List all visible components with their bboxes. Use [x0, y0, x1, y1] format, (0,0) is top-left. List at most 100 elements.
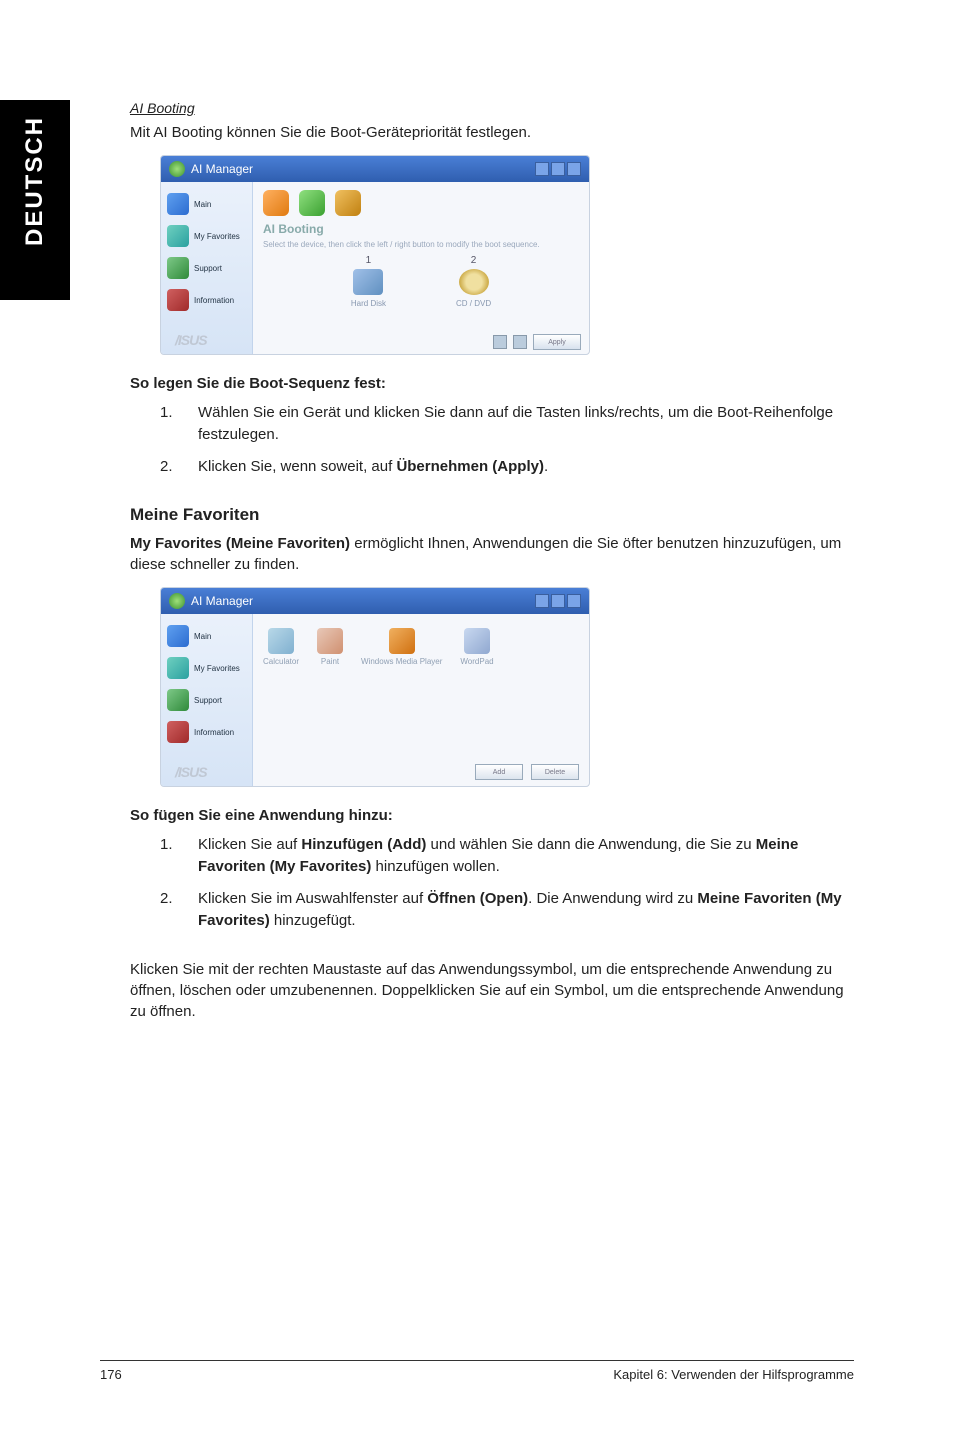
main-panel: AI Booting Select the device, then click…	[253, 182, 589, 354]
media-player-icon	[389, 628, 415, 654]
window-buttons	[535, 162, 581, 176]
app-wordpad[interactable]: WordPad	[460, 628, 493, 666]
favorites-icon	[167, 657, 189, 679]
add-button[interactable]: Add	[475, 764, 523, 780]
sidebar: Main My Favorites Support Information	[161, 182, 253, 354]
device-label-1: Hard Disk	[351, 299, 386, 308]
left-arrow-button[interactable]	[493, 335, 507, 349]
step-number: 1.	[160, 402, 176, 446]
sidebar-item-information[interactable]: Information	[161, 716, 252, 748]
sidebar-label-information: Information	[194, 296, 234, 305]
minimize-icon[interactable]	[535, 594, 549, 608]
delete-button[interactable]: Delete	[531, 764, 579, 780]
maximize-icon[interactable]	[551, 162, 565, 176]
apply-button[interactable]: Apply	[533, 334, 581, 350]
main-panel: Calculator Paint Windows Media Player Wo…	[253, 614, 589, 786]
app-label: Paint	[321, 657, 339, 666]
boot-sequence-heading: So legen Sie die Boot-Sequenz fest:	[130, 375, 854, 392]
add-step-2: 2. Klicken Sie im Auswahlfenster auf Öffn…	[160, 888, 854, 932]
page-footer: 176 Kapitel 6: Verwenden der Hilfsprogra…	[100, 1360, 854, 1382]
window-titlebar: AI Manager	[161, 588, 589, 614]
sidebar-label-main: Main	[194, 200, 211, 209]
right-arrow-button[interactable]	[513, 335, 527, 349]
maximize-icon[interactable]	[551, 594, 565, 608]
toolbar-icon-3[interactable]	[335, 190, 361, 216]
brand-logo: /ISUS	[175, 764, 207, 780]
sidebar-label-favorites: My Favorites	[194, 232, 240, 241]
page-number: 176	[100, 1367, 122, 1382]
app-media-player[interactable]: Windows Media Player	[361, 628, 442, 666]
information-icon	[167, 289, 189, 311]
window-buttons	[535, 594, 581, 608]
app-label: Calculator	[263, 657, 299, 666]
main-icon	[167, 625, 189, 647]
support-icon	[167, 689, 189, 711]
app-logo-icon	[169, 593, 185, 609]
language-tab: DEUTSCH	[0, 100, 70, 300]
information-icon	[167, 721, 189, 743]
sidebar-item-support[interactable]: Support	[161, 684, 252, 716]
closing-paragraph: Klicken Sie mit der rechten Maustaste au…	[130, 959, 854, 1022]
sidebar-item-main[interactable]: Main	[161, 620, 252, 652]
wordpad-icon	[464, 628, 490, 654]
sidebar: Main My Favorites Support Information	[161, 614, 253, 786]
sidebar-label-support: Support	[194, 264, 222, 273]
close-icon[interactable]	[567, 162, 581, 176]
step-number: 2.	[160, 888, 176, 932]
step-text: Wählen Sie ein Gerät und klicken Sie dan…	[198, 402, 854, 446]
ai-booting-intro: Mit AI Booting können Sie die Boot-Gerät…	[130, 122, 854, 143]
language-tab-label: DEUTSCH	[21, 116, 49, 246]
toolbar-icon-2[interactable]	[299, 190, 325, 216]
add-app-heading: So fügen Sie eine Anwendung hinzu:	[130, 807, 854, 824]
sidebar-label-main: Main	[194, 632, 211, 641]
cd-dvd-icon	[459, 269, 489, 295]
step-number: 2.	[160, 456, 176, 478]
device-order-2: 2	[456, 255, 491, 266]
step-number: 1.	[160, 834, 176, 878]
close-icon[interactable]	[567, 594, 581, 608]
apply-button-label: Apply	[548, 339, 566, 346]
delete-button-label: Delete	[545, 769, 565, 776]
favorites-intro: My Favorites (Meine Favoriten) ermöglich…	[130, 533, 854, 575]
main-icon	[167, 193, 189, 215]
device-order-1: 1	[351, 255, 386, 266]
sidebar-item-favorites[interactable]: My Favorites	[161, 652, 252, 684]
window-titlebar: AI Manager	[161, 156, 589, 182]
boot-step-1: 1. Wählen Sie ein Gerät und klicken Sie d…	[160, 402, 854, 446]
app-label: WordPad	[460, 657, 493, 666]
paint-icon	[317, 628, 343, 654]
brand-logo: /ISUS	[175, 332, 207, 348]
app-calculator[interactable]: Calculator	[263, 628, 299, 666]
app-label: Windows Media Player	[361, 657, 442, 666]
chapter-label: Kapitel 6: Verwenden der Hilfsprogramme	[613, 1367, 854, 1382]
toolbar-icon-1[interactable]	[263, 190, 289, 216]
ai-booting-heading: AI Booting	[130, 100, 854, 116]
panel-hint: Select the device, then click the left /…	[263, 240, 579, 249]
step-text: Klicken Sie, wenn soweit, auf Übernehmen…	[198, 456, 548, 478]
app-paint[interactable]: Paint	[317, 628, 343, 666]
screenshot-favorites: AI Manager Main My Favorites Support Inf…	[160, 587, 590, 787]
boot-step-2: 2. Klicken Sie, wenn soweit, auf Übernehm…	[160, 456, 854, 478]
boot-device-2[interactable]: 2 CD / DVD	[456, 255, 491, 308]
device-label-2: CD / DVD	[456, 299, 491, 308]
sidebar-label-favorites: My Favorites	[194, 664, 240, 673]
step-text: Klicken Sie auf Hinzufügen (Add) und wäh…	[198, 834, 854, 878]
sidebar-item-information[interactable]: Information	[161, 284, 252, 316]
hard-disk-icon	[353, 269, 383, 295]
screenshot-ai-booting: AI Manager Main My Favorites Support Inf…	[160, 155, 590, 355]
support-icon	[167, 257, 189, 279]
step-text: Klicken Sie im Auswahlfenster auf Öffnen…	[198, 888, 854, 932]
add-button-label: Add	[493, 769, 505, 776]
add-step-1: 1. Klicken Sie auf Hinzufügen (Add) und w…	[160, 834, 854, 878]
panel-subtitle: AI Booting	[263, 222, 579, 236]
app-logo-icon	[169, 161, 185, 177]
minimize-icon[interactable]	[535, 162, 549, 176]
favorites-icon	[167, 225, 189, 247]
sidebar-item-main[interactable]: Main	[161, 188, 252, 220]
sidebar-item-favorites[interactable]: My Favorites	[161, 220, 252, 252]
boot-device-1[interactable]: 1 Hard Disk	[351, 255, 386, 308]
sidebar-label-support: Support	[194, 696, 222, 705]
calculator-icon	[268, 628, 294, 654]
window-title: AI Manager	[191, 594, 253, 608]
sidebar-item-support[interactable]: Support	[161, 252, 252, 284]
